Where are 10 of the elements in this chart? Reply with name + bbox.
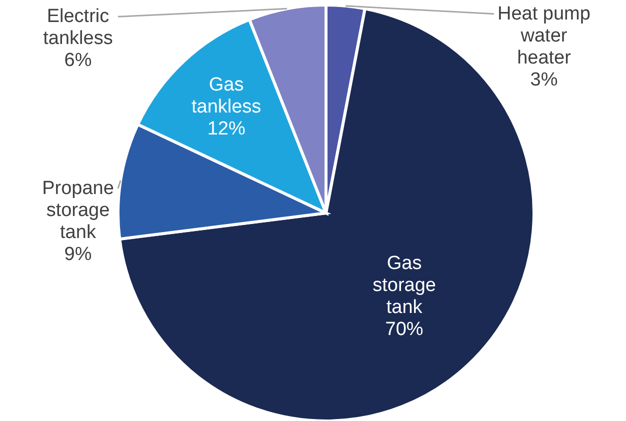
slice-label: Electric tankless	[43, 6, 113, 50]
data-label: 9%	[64, 244, 92, 265]
data-label: 6%	[64, 50, 92, 72]
data-label: 12%	[207, 118, 246, 140]
data-label: 70%	[385, 318, 424, 340]
slice-label: Heat pump water heater	[498, 4, 590, 68]
slice-label: Propane storage tank	[42, 178, 114, 243]
slice-label: Gas storage tank	[372, 252, 436, 318]
data-label: 3%	[530, 70, 558, 90]
slice-label: Gas tankless	[191, 74, 262, 118]
